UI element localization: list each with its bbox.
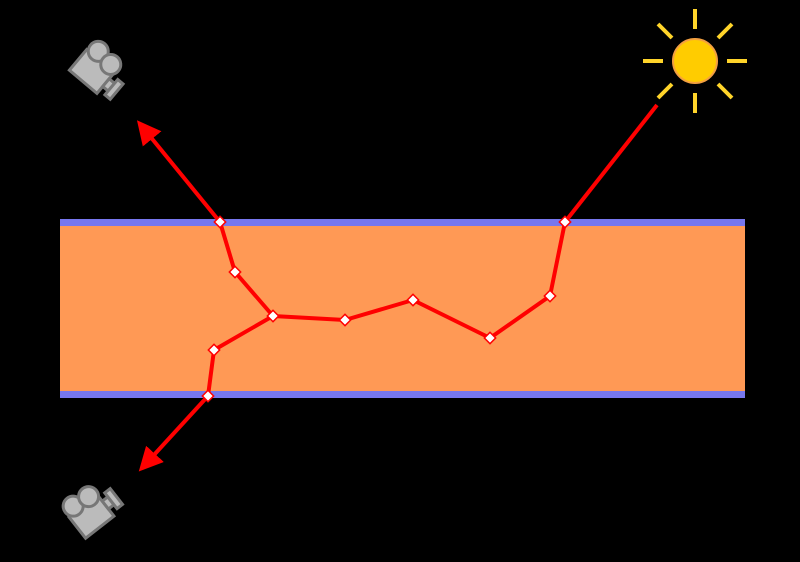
scatter-point [201, 389, 215, 403]
reflected-ray-arrow [136, 120, 222, 224]
scatter-point [558, 215, 572, 229]
transmitted-ray-arrow [138, 394, 210, 472]
scatter-point [406, 293, 420, 307]
scatter-point [213, 215, 227, 229]
top-boundary [60, 219, 745, 226]
scatter-point [338, 313, 352, 327]
scatter-point [543, 289, 557, 303]
scatter-point [266, 309, 280, 323]
medium-slab [60, 222, 745, 396]
scatter-path [218, 221, 567, 340]
incident-ray [563, 103, 659, 224]
sun-icon [643, 9, 747, 113]
scatter-point [228, 265, 242, 279]
camera-icon-bottom [57, 472, 127, 540]
scatter-point [207, 343, 221, 357]
scatter-point [483, 331, 497, 345]
camera-icon-top [67, 35, 137, 104]
bottom-boundary [60, 391, 745, 398]
